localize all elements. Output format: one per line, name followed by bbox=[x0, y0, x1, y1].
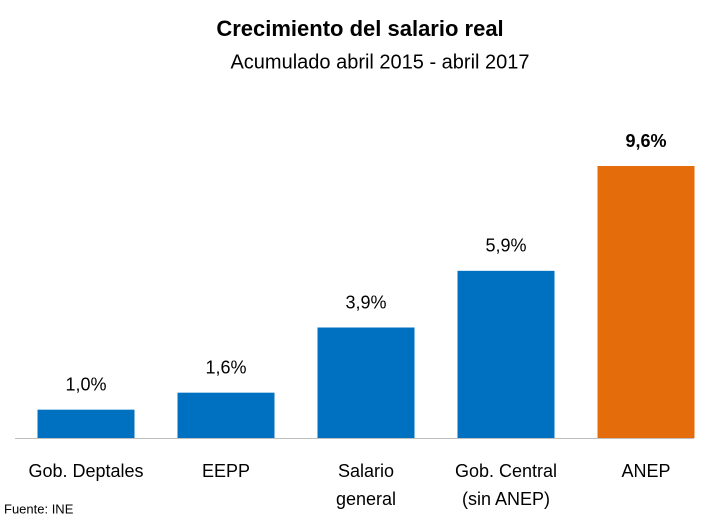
chart-subtitle: Acumulado abril 2015 - abril 2017 bbox=[230, 51, 529, 73]
data-label: 5,9% bbox=[485, 236, 526, 256]
x-tick-label: Gob. Deptales bbox=[28, 461, 143, 481]
x-tick-label: ANEP bbox=[621, 461, 670, 481]
source-note: Fuente: INE bbox=[4, 501, 74, 516]
data-label: 1,6% bbox=[205, 357, 246, 377]
x-tick-label: EEPP bbox=[202, 461, 250, 481]
x-tick-label: Salario bbox=[338, 461, 394, 481]
bar bbox=[37, 409, 135, 438]
data-label: 3,9% bbox=[345, 292, 386, 312]
bar bbox=[317, 327, 415, 438]
data-label: 9,6% bbox=[625, 131, 666, 151]
data-label: 1,0% bbox=[65, 374, 106, 394]
x-tick-label: general bbox=[336, 489, 396, 509]
x-tick-label: Gob. Central bbox=[455, 461, 557, 481]
bar bbox=[457, 270, 555, 438]
chart-title: Crecimiento del salario real bbox=[216, 16, 503, 41]
x-tick-label: (sin ANEP) bbox=[462, 489, 550, 509]
bar bbox=[597, 166, 695, 438]
bar bbox=[177, 392, 275, 438]
